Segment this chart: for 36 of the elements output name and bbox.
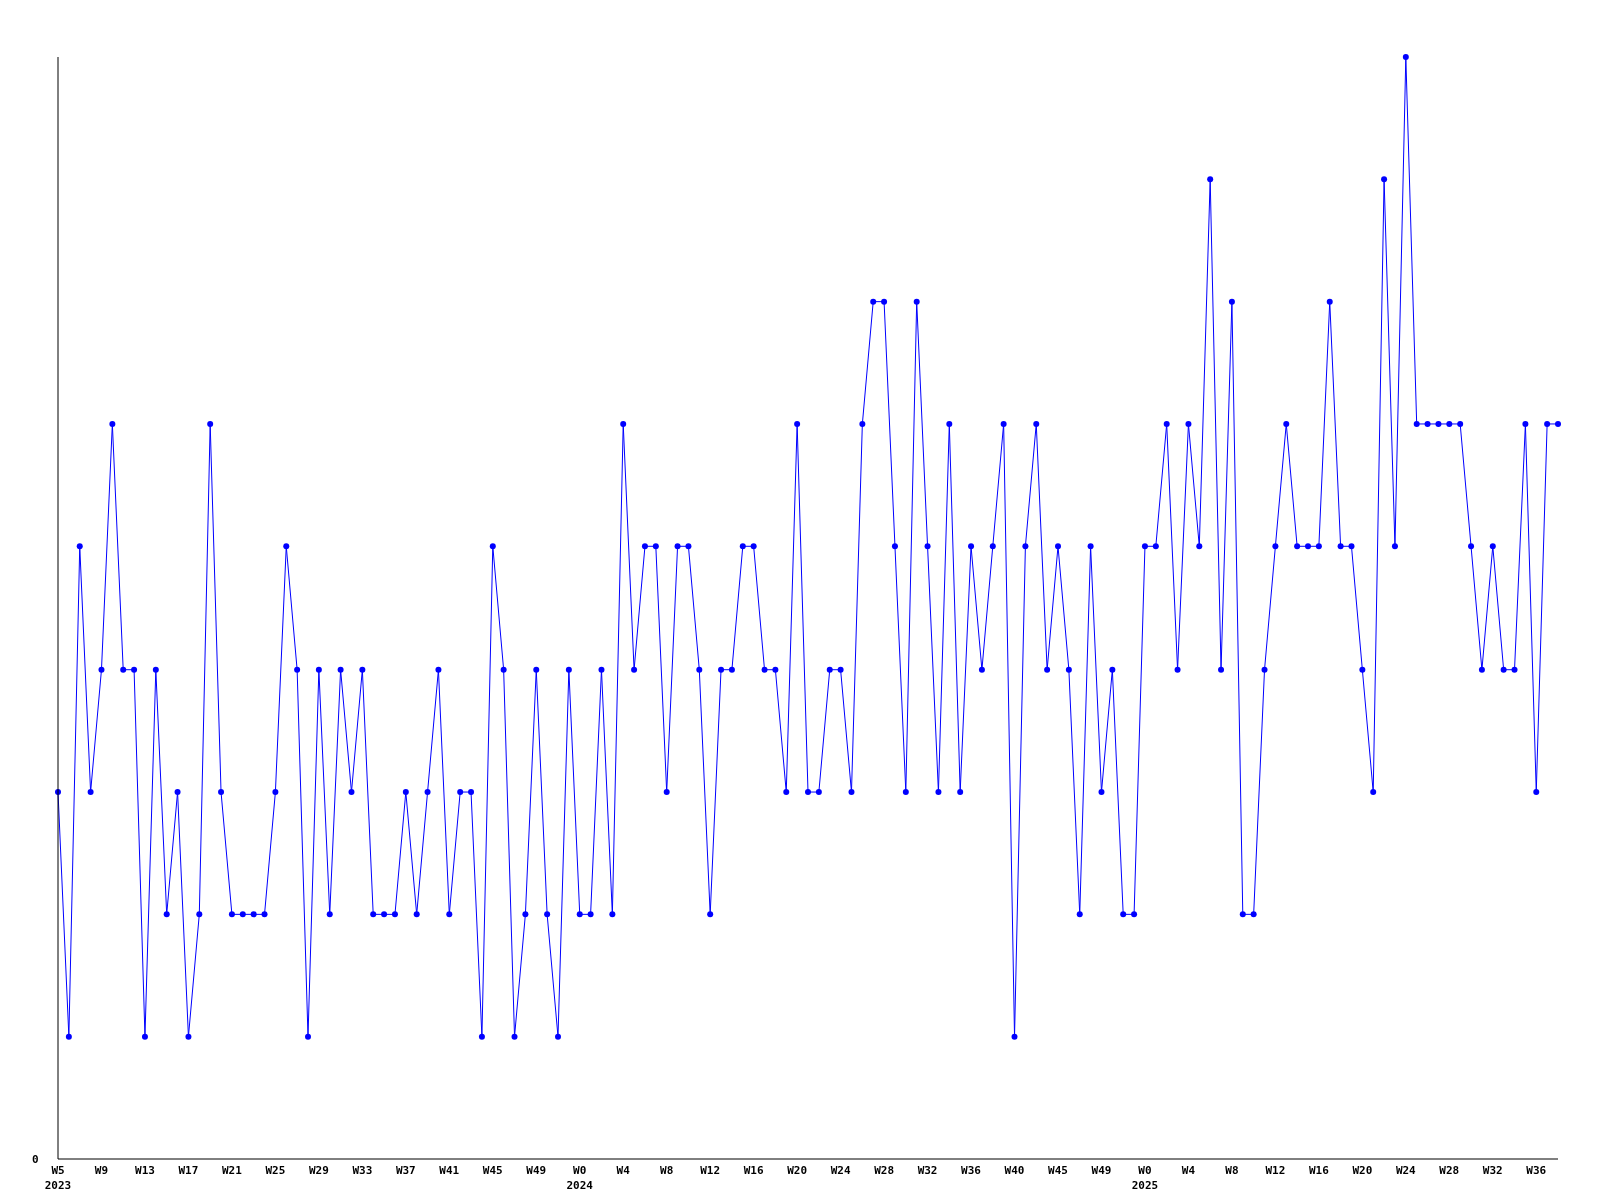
x-tick-label: W17	[178, 1164, 199, 1177]
x-tick-label: W49	[526, 1164, 547, 1177]
text: 0	[32, 1153, 39, 1166]
x-tick-label: W16	[743, 1164, 764, 1177]
x-tick-label: W28	[1439, 1164, 1460, 1177]
x-tick-label: W45	[1048, 1164, 1068, 1177]
x-tick-label: W49	[1091, 1164, 1112, 1177]
x-tick-label: W21	[221, 1164, 243, 1177]
x-tick-label: W5 2023	[44, 1164, 72, 1192]
x-tick-label: W24	[1395, 1164, 1417, 1177]
x-tick-label: W28	[874, 1164, 895, 1177]
x-tick-label: W29	[308, 1164, 329, 1177]
x-tick-label: W0 2024	[566, 1164, 594, 1192]
x-tick-label: W16	[1308, 1164, 1330, 1177]
x-tick-label: W8	[1225, 1164, 1239, 1177]
x-tick-label: W32	[917, 1164, 938, 1177]
x-tick-label: W36	[1526, 1164, 1547, 1177]
x-tick-label: W32	[1482, 1164, 1503, 1177]
x-tick-label: W37	[395, 1164, 416, 1177]
x-tick-label: W4	[1181, 1164, 1196, 1177]
x-tick-label: W24	[830, 1164, 851, 1177]
x-tick-label: W40	[1004, 1164, 1025, 1177]
x-tick-label: W33	[352, 1164, 373, 1177]
x-tick-label: W20	[787, 1164, 808, 1177]
x-tick-label: W12	[700, 1164, 721, 1177]
x-tick-label: W25	[265, 1164, 286, 1177]
x-tick-label: W4	[616, 1164, 631, 1177]
x-tick-label: W9	[94, 1164, 109, 1177]
x-tick-label: W41	[439, 1164, 460, 1177]
x-tick-label: W0 2025	[1131, 1164, 1159, 1192]
x-tick-label: W12	[1265, 1164, 1286, 1177]
x-tick-label: W36	[961, 1164, 982, 1177]
x-tick-label: W8	[660, 1164, 674, 1177]
x-tick-label: W13	[135, 1164, 155, 1177]
x-tick-label: W45	[482, 1164, 503, 1177]
x-tick-label: W20	[1352, 1164, 1373, 1177]
